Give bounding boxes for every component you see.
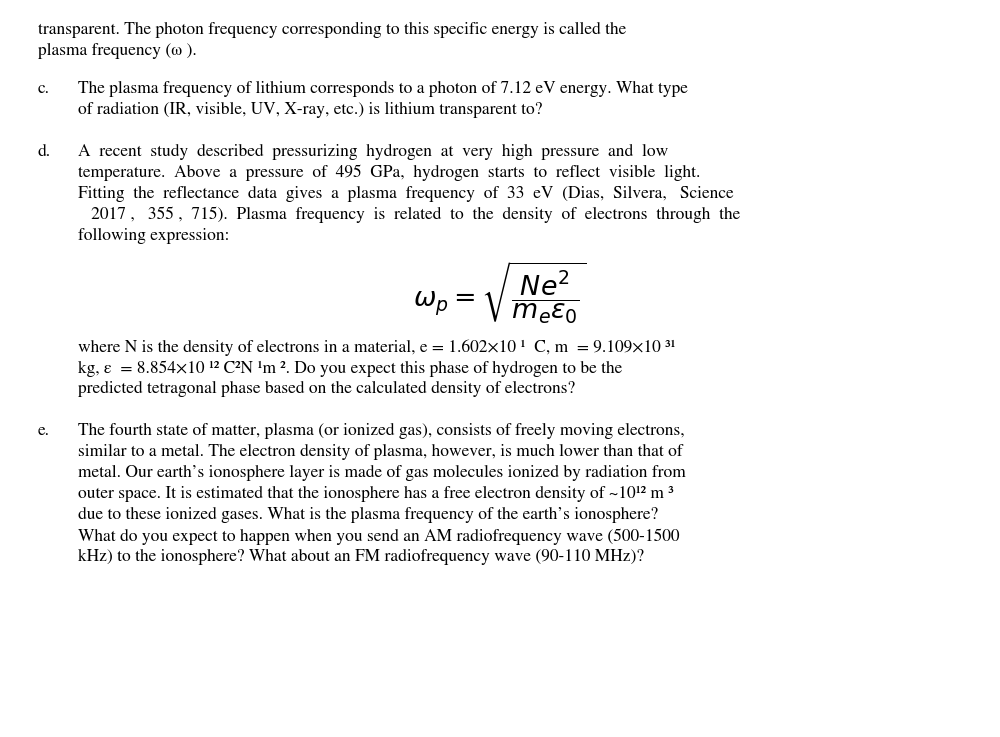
Text: similar to a metal. The electron density of plasma, however, is much lower than : similar to a metal. The electron density…: [78, 444, 683, 460]
Text: predicted tetragonal phase based on the calculated density of electrons?: predicted tetragonal phase based on the …: [78, 381, 575, 397]
Text: Fitting  the  reflectance  data  gives  a  plasma  frequency  of  33  eV  (Dias,: Fitting the reflectance data gives a pla…: [78, 186, 738, 202]
Text: transparent. The photon frequency corresponding to this specific energy is calle: transparent. The photon frequency corres…: [38, 22, 626, 38]
Text: metal. Our earth’s ionosphere layer is made of gas molecules ionized by radiatio: metal. Our earth’s ionosphere layer is m…: [78, 465, 686, 481]
Text: following expression:: following expression:: [78, 228, 229, 244]
Text: of radiation (IR, visible, UV, X-ray, etc.) is lithium transparent to?: of radiation (IR, visible, UV, X-ray, et…: [78, 102, 542, 118]
Text: The fourth state of matter, plasma (or ionized gas), consists of freely moving e: The fourth state of matter, plasma (or i…: [78, 423, 685, 439]
Text: 2017,  355,  715).  Plasma  frequency  is  related  to  the  density  of  : 2017, 355, 715). Plasma frequency …: [78, 207, 740, 223]
Text: What do you expect to happen when you send an AM radiofrequency wave (500-1500: What do you expect to happen when you se…: [78, 528, 680, 545]
Text: due to these ionized gases. What is the plasma frequency of the earth’s ionosphe: due to these ionized gases. What is the …: [78, 507, 658, 523]
Text: plasma frequency (ωₚ).: plasma frequency (ωₚ).: [38, 43, 197, 59]
Text: kg, ε₀ = 8.854×10⁻¹² C²N⁻¹m⁻². Do you expect this phase of hydrogen to be the: kg, ε₀ = 8.854×10⁻¹² C²N⁻¹m⁻². Do you ex…: [78, 360, 622, 377]
Text: kHz) to the ionosphere? What about an FM radiofrequency wave (90-110 MHz)?: kHz) to the ionosphere? What about an FM…: [78, 549, 644, 565]
Text: e.: e.: [38, 423, 50, 439]
Text: d.: d.: [38, 144, 51, 160]
Text: $\omega_p = \sqrt{\dfrac{Ne^2}{m_e\varepsilon_0}}$: $\omega_p = \sqrt{\dfrac{Ne^2}{m_e\varep…: [413, 259, 587, 326]
Text: The plasma frequency of lithium corresponds to a photon of 7.12 eV energy. What : The plasma frequency of lithium correspo…: [78, 81, 688, 97]
Text: outer space. It is estimated that the ionosphere has a free electron density of : outer space. It is estimated that the io…: [78, 486, 674, 502]
Text: A  recent  study  described  pressurizing  hydrogen  at  very  high  pressure  a: A recent study described pressurizing hy…: [78, 144, 668, 160]
Text: where N is the density of electrons in a material, e = 1.602×10⁻¹⁹ C, mₑ = 9.109: where N is the density of electrons in a…: [78, 339, 676, 355]
Text: c.: c.: [38, 81, 50, 97]
Text: temperature.  Above  a  pressure  of  495  GPa,  hydrogen  starts  to  reflect  : temperature. Above a pressure of 495 GPa…: [78, 165, 700, 181]
